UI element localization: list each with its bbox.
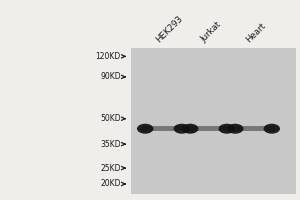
Text: Jurkat: Jurkat [199, 20, 223, 44]
Text: 120KD: 120KD [96, 52, 121, 61]
Bar [142, 126, 185, 131]
Bar [187, 126, 230, 131]
Bar [130, 48, 296, 194]
Ellipse shape [227, 124, 244, 134]
Bar [232, 126, 275, 131]
Text: 50KD: 50KD [100, 114, 121, 123]
Ellipse shape [218, 124, 235, 134]
Text: HEK293: HEK293 [154, 14, 184, 44]
Bar [182, 127, 190, 131]
Text: 25KD: 25KD [100, 164, 121, 173]
Text: 35KD: 35KD [100, 140, 121, 149]
Text: 20KD: 20KD [100, 179, 121, 188]
Text: Heart: Heart [244, 21, 268, 44]
Ellipse shape [137, 124, 154, 134]
Ellipse shape [182, 124, 199, 134]
Ellipse shape [263, 124, 280, 134]
Bar [227, 127, 235, 131]
Text: 90KD: 90KD [100, 72, 121, 81]
Ellipse shape [173, 124, 190, 134]
